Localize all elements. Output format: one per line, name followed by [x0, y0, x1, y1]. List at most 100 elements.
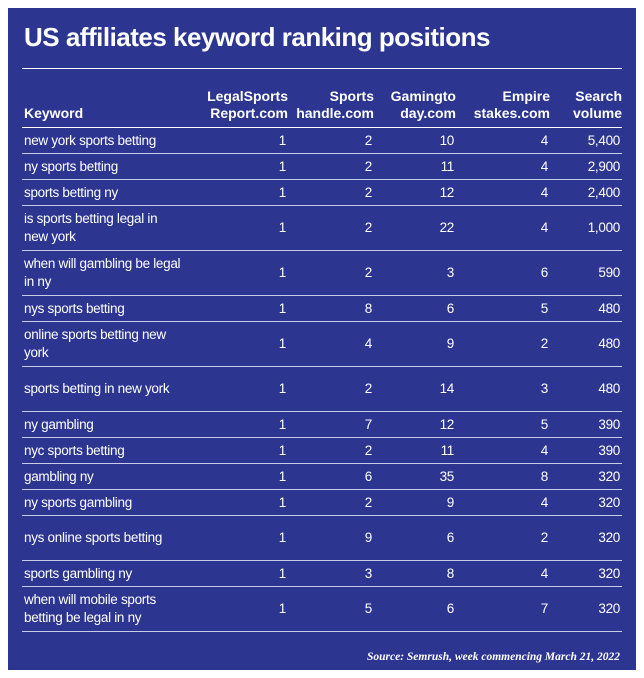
cell-keyword: ny sports betting [22, 153, 188, 180]
cell-keyword: new york sports betting [22, 127, 188, 154]
header-line: LegalSports [207, 88, 288, 104]
table-row: online sports betting new york 1 4 9 2 480 [22, 321, 622, 367]
source-note: Source: Semrush, week commencing March 2… [366, 651, 620, 663]
cell-empirestakes-rank: 8 [456, 463, 550, 490]
cell-legalsportsreport-rank: 1 [188, 560, 288, 587]
table-row: when will gambling be legal in ny 1 2 3 6 590 [22, 250, 622, 296]
cell-empirestakes-rank: 3 [456, 366, 550, 412]
cell-legalsportsreport-rank: 1 [188, 586, 288, 632]
table-row: ny sports betting 1 2 11 4 2,900 [22, 153, 622, 180]
cell-keyword: is sports betting legal in new york [22, 205, 188, 251]
cell-empirestakes-rank: 7 [456, 586, 550, 632]
cell-search-volume: 480 [550, 295, 622, 322]
cell-keyword: sports betting in new york [22, 366, 188, 412]
cell-search-volume: 320 [550, 489, 622, 516]
table-row: when will mobile sports betting be legal… [22, 586, 622, 632]
cell-legalsportsreport-rank: 1 [188, 205, 288, 251]
cell-search-volume: 390 [550, 411, 622, 438]
cell-sportshandle-rank: 2 [288, 127, 374, 154]
cell-sportshandle-rank: 2 [288, 250, 374, 296]
column-header-keyword: Keyword [22, 88, 188, 128]
cell-empirestakes-rank: 4 [456, 489, 550, 516]
cell-keyword: gambling ny [22, 463, 188, 490]
cell-keyword: sports betting ny [22, 179, 188, 206]
cell-gamingtoday-rank: 12 [374, 411, 456, 438]
cell-search-volume: 390 [550, 437, 622, 464]
ranking-table: Keyword LegalSports Report.com Sports ha… [22, 88, 622, 632]
cell-keyword: when will gambling be legal in ny [22, 250, 188, 296]
cell-gamingtoday-rank: 10 [374, 127, 456, 154]
cell-empirestakes-rank: 2 [456, 321, 550, 367]
cell-keyword: nys online sports betting [22, 515, 188, 561]
header-line: day.com [400, 105, 456, 121]
cell-legalsportsreport-rank: 1 [188, 489, 288, 516]
cell-legalsportsreport-rank: 1 [188, 515, 288, 561]
cell-sportshandle-rank: 2 [288, 366, 374, 412]
table-row: nys online sports betting 1 9 6 2 320 [22, 515, 622, 561]
cell-gamingtoday-rank: 6 [374, 295, 456, 322]
cell-legalsportsreport-rank: 1 [188, 321, 288, 367]
cell-gamingtoday-rank: 9 [374, 489, 456, 516]
column-header-search-volume: Search volume [550, 88, 622, 128]
header-line: volume [572, 105, 622, 121]
header-line: handle.com [296, 105, 374, 121]
cell-legalsportsreport-rank: 1 [188, 463, 288, 490]
table-row: sports betting in new york 1 2 14 3 480 [22, 366, 622, 412]
cell-search-volume: 590 [550, 250, 622, 296]
column-header-gamingtoday: Gamingto day.com [374, 88, 456, 128]
cell-gamingtoday-rank: 6 [374, 515, 456, 561]
table-row: is sports betting legal in new york 1 2 22 4… [22, 205, 622, 251]
cell-sportshandle-rank: 2 [288, 153, 374, 180]
cell-gamingtoday-rank: 9 [374, 321, 456, 367]
cell-keyword: nys sports betting [22, 295, 188, 322]
cell-legalsportsreport-rank: 1 [188, 411, 288, 438]
cell-sportshandle-rank: 9 [288, 515, 374, 561]
header-line: Sports [329, 88, 374, 104]
cell-keyword: ny sports gambling [22, 489, 188, 516]
page-title: US affiliates keyword ranking positions [24, 22, 490, 52]
header-line: Gamingto [390, 88, 456, 104]
cell-search-volume: 320 [550, 560, 622, 587]
cell-gamingtoday-rank: 6 [374, 586, 456, 632]
cell-sportshandle-rank: 2 [288, 205, 374, 251]
cell-search-volume: 480 [550, 366, 622, 412]
cell-sportshandle-rank: 2 [288, 437, 374, 464]
header-line: Empire [502, 88, 550, 104]
cell-sportshandle-rank: 2 [288, 489, 374, 516]
cell-legalsportsreport-rank: 1 [188, 127, 288, 154]
cell-gamingtoday-rank: 22 [374, 205, 456, 251]
cell-keyword: ny gambling [22, 411, 188, 438]
cell-empirestakes-rank: 4 [456, 127, 550, 154]
cell-search-volume: 5,400 [550, 127, 622, 154]
table-row: ny sports gambling 1 2 9 4 320 [22, 489, 622, 516]
cell-legalsportsreport-rank: 1 [188, 295, 288, 322]
cell-gamingtoday-rank: 12 [374, 179, 456, 206]
cell-search-volume: 320 [550, 463, 622, 490]
table-row: ny gambling 1 7 12 5 390 [22, 411, 622, 438]
cell-sportshandle-rank: 5 [288, 586, 374, 632]
cell-empirestakes-rank: 4 [456, 560, 550, 587]
table-row: nyc sports betting 1 2 11 4 390 [22, 437, 622, 464]
cell-gamingtoday-rank: 14 [374, 366, 456, 412]
cell-search-volume: 1,000 [550, 205, 622, 251]
cell-keyword: online sports betting new york [22, 321, 188, 367]
cell-sportshandle-rank: 6 [288, 463, 374, 490]
cell-legalsportsreport-rank: 1 [188, 437, 288, 464]
table-body: new york sports betting 1 2 10 4 5,400 ny spor… [22, 127, 622, 632]
cell-sportshandle-rank: 4 [288, 321, 374, 367]
column-header-legalsportsreport: LegalSports Report.com [188, 88, 288, 128]
cell-empirestakes-rank: 2 [456, 515, 550, 561]
cell-gamingtoday-rank: 11 [374, 153, 456, 180]
header-line: Keyword [24, 105, 84, 121]
cell-legalsportsreport-rank: 1 [188, 153, 288, 180]
table-row: new york sports betting 1 2 10 4 5,400 [22, 127, 622, 154]
header-line: Search [575, 88, 622, 104]
header-row: Keyword LegalSports Report.com Sports ha… [22, 88, 622, 128]
table-header: Keyword LegalSports Report.com Sports ha… [22, 88, 622, 128]
cell-search-volume: 320 [550, 515, 622, 561]
cell-search-volume: 320 [550, 586, 622, 632]
cell-sportshandle-rank: 3 [288, 560, 374, 587]
column-header-sportshandle: Sports handle.com [288, 88, 374, 128]
title-divider [22, 68, 622, 69]
cell-gamingtoday-rank: 8 [374, 560, 456, 587]
